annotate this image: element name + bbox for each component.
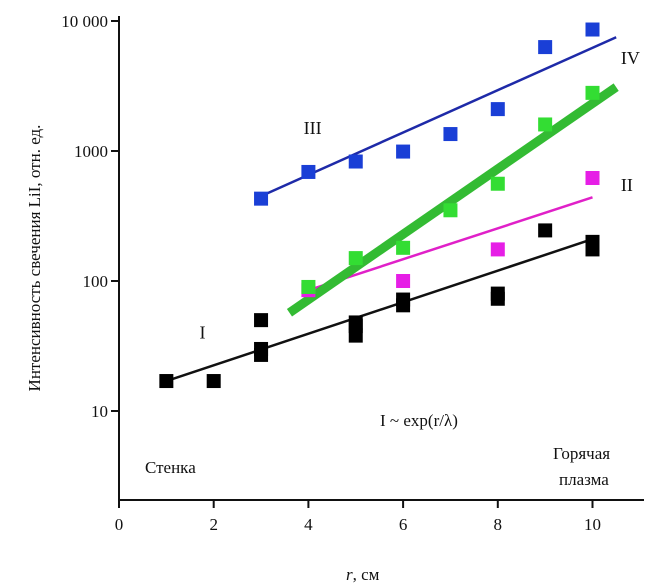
data-point-I <box>254 313 269 328</box>
x-tick-label: 4 <box>304 515 313 534</box>
fit-line-IV <box>286 83 619 317</box>
data-point-IV <box>396 240 411 255</box>
data-point-IV <box>301 279 316 294</box>
data-point-II <box>396 274 411 288</box>
data-point-I <box>159 374 174 389</box>
data-point-I <box>254 341 269 356</box>
y-tick-label: 1000 <box>74 142 108 161</box>
data-point-III <box>301 164 316 179</box>
axes <box>118 16 644 501</box>
y-axis-label: Интенсивность свечения LiI, отн. ед. <box>25 125 44 392</box>
fit-line-III <box>260 36 617 198</box>
x-axis-label: r, см <box>346 565 380 584</box>
y-tick-label: 10 <box>91 402 108 421</box>
data-point-III <box>348 154 363 169</box>
fit-lines <box>165 36 619 383</box>
series-label-II: II <box>621 175 633 195</box>
data-point-I <box>490 286 505 301</box>
x-tick-label: 8 <box>494 515 503 534</box>
data-point-IV <box>490 176 505 191</box>
data-point-I <box>348 315 363 330</box>
hot-plasma-annotation-line2: плазма <box>559 470 609 489</box>
data-point-IV <box>585 85 600 100</box>
data-point-III <box>585 22 600 37</box>
data-point-III <box>396 144 411 159</box>
x-tick-label: 6 <box>399 515 408 534</box>
data-point-IV <box>443 203 458 218</box>
y-tick-label: 100 <box>83 272 109 291</box>
data-point-III <box>443 127 458 142</box>
x-tick-label: 10 <box>584 515 601 534</box>
fit-line-II <box>308 196 593 292</box>
data-point-I <box>585 234 600 249</box>
data-point-I <box>538 223 553 238</box>
hot-plasma-annotation-line1: Горячая <box>553 444 610 463</box>
formula-annotation: I ~ exp(r/λ) <box>380 411 458 430</box>
data-point-I <box>396 292 411 307</box>
y-ticks: 10 100 1000 10 000 <box>61 12 119 421</box>
x-ticks: 0 2 4 6 8 10 <box>115 500 601 534</box>
fit-line-I <box>165 237 593 383</box>
x-tick-label: 2 <box>209 515 218 534</box>
data-point-III <box>538 40 553 55</box>
data-points <box>159 22 600 389</box>
data-point-III <box>490 102 505 117</box>
wall-annotation: Стенка <box>145 458 196 477</box>
series-label-I: I <box>199 323 205 343</box>
data-point-IV <box>348 251 363 266</box>
series-label-IV: IV <box>621 48 640 68</box>
x-axis-label-symbol: r <box>346 565 353 584</box>
y-tick-label: 10 000 <box>61 12 108 31</box>
data-point-III <box>254 191 269 206</box>
data-point-II <box>490 242 505 257</box>
x-axis-label-unit: , см <box>353 565 380 584</box>
series-label-III: III <box>304 118 322 138</box>
x-tick-label: 0 <box>115 515 124 534</box>
data-point-I <box>206 374 221 389</box>
data-point-IV <box>538 117 553 132</box>
data-point-II <box>585 170 600 185</box>
